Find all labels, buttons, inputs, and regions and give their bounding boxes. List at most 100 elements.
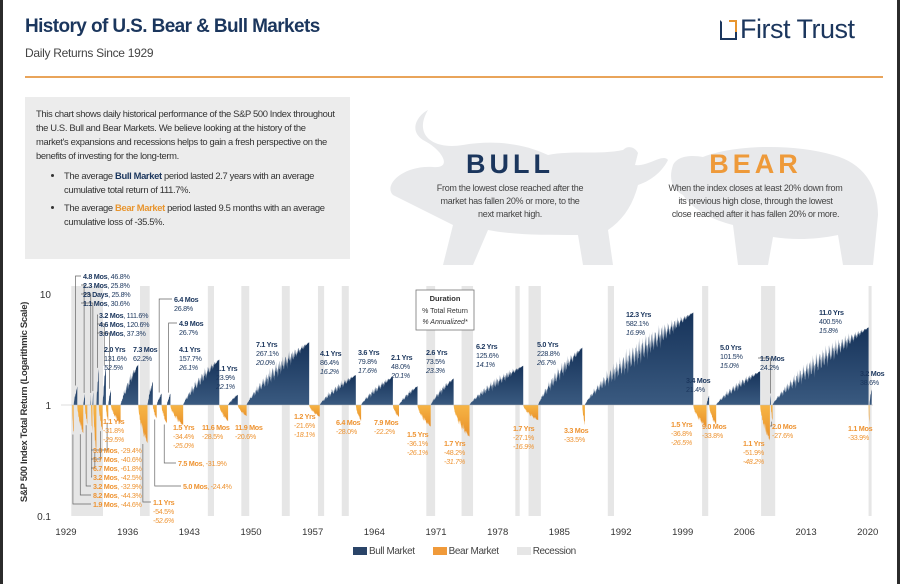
duration: 23 Days — [83, 290, 108, 299]
bull-market-area — [166, 393, 171, 405]
bull-label: 3.2 Mos, 111.6% — [97, 311, 149, 368]
duration: 5.0 Yrs — [720, 343, 742, 352]
total-return: 228.8% — [537, 349, 560, 358]
sep: , — [117, 482, 120, 491]
leader-line — [91, 431, 102, 460]
bear-definition-text: When the index closes at least 20% down … — [668, 183, 843, 219]
duration: 6.2 Yrs — [476, 342, 498, 351]
total-return: 131.6% — [104, 354, 127, 363]
recession-swatch — [516, 547, 531, 556]
sep: , — [108, 290, 111, 299]
bull-silhouette-icon — [390, 110, 668, 265]
sep: , — [107, 299, 110, 308]
bear-market-area — [138, 405, 148, 443]
bull-market-area — [361, 376, 393, 405]
bear-market-area — [523, 405, 539, 421]
x-tick-label: 1999 — [672, 527, 693, 538]
total-return: 21.4% — [686, 385, 706, 394]
bull-bear-silhouettes — [390, 110, 878, 265]
bear-label: 3.0 Mos, -29.4% — [91, 422, 143, 455]
total-return: 79.8% — [358, 357, 378, 366]
bull-market-area — [246, 342, 310, 405]
intro-box: This chart shows daily historical perfor… — [25, 97, 350, 259]
bull-market-area — [869, 389, 872, 405]
duration: 3.2 Mos — [860, 369, 885, 378]
duration: 7.3 Mos — [133, 345, 158, 354]
duration: 4.8 Mos — [83, 272, 108, 281]
label-line: 4.6 Mos, 120.6% — [99, 320, 150, 329]
bear-market-area — [110, 405, 121, 424]
bear-label: 6.7 Mos, -61.8% — [91, 452, 143, 473]
bear-market-area — [77, 405, 84, 434]
bull-market-area — [538, 347, 583, 405]
duration: 3.0 Mos — [93, 446, 118, 455]
y-tick-label: 10 — [40, 290, 52, 301]
duration: 1.5 Yrs — [407, 430, 429, 439]
duration: 5.7 Mos — [93, 455, 118, 464]
bull-market-area — [469, 365, 524, 405]
logo-text: First Trust — [740, 14, 855, 44]
bear-market-area — [582, 405, 585, 425]
bull-bear-chart: 10 1 0.1 1929 1936 1943 1950 1957 1964 1971 1978 19… — [19, 272, 885, 538]
total-return: 111.6% — [127, 311, 149, 320]
page-title: History of U.S. Bear & Bull Markets — [25, 16, 320, 37]
duration: 1.2 Yrs — [294, 412, 316, 421]
bear-market-area — [770, 405, 773, 421]
total-return: -36.8% — [671, 429, 693, 438]
total-return: 120.6% — [127, 320, 150, 329]
duration: 7.5 Mos — [178, 459, 203, 468]
duration: 1.7 Yrs — [444, 439, 466, 448]
bull-label: 4.8 Mos, 46.8% — [75, 272, 131, 386]
duration: 2.3 Mos — [83, 281, 108, 290]
duration: 3.6 Mos — [99, 329, 124, 338]
x-tick-label: 1957 — [302, 527, 323, 538]
sep: , — [207, 482, 210, 491]
total-return: -40.6% — [121, 455, 143, 464]
duration: 1.1 Yrs — [216, 364, 238, 373]
total-return: 101.5% — [720, 352, 743, 361]
duration: 1.1 Yrs — [743, 439, 765, 448]
duration: 4.6 Mos — [99, 320, 124, 329]
bear-label: 1.1 Yrs-51.9%-48.2% — [743, 439, 765, 466]
total-return: 25.8% — [111, 281, 131, 290]
total-return: 125.6% — [476, 351, 499, 360]
total-return: 23.9% — [216, 373, 236, 382]
bear-market-area — [355, 405, 362, 421]
bear-label: 3.3 Mos-33.5% — [564, 426, 589, 444]
sep: , — [117, 464, 120, 473]
bull-label: 1.1 Mos, 30.6% — [81, 299, 131, 392]
x-tick-label: 1943 — [179, 527, 200, 538]
sep: , — [117, 446, 120, 455]
total-return: -27.1% — [513, 433, 535, 442]
bull-heading: BULL — [466, 149, 554, 179]
annualized-return: -31.7% — [444, 457, 466, 466]
bear-label: 1.5 Yrs-36.1%-26.1% — [407, 430, 429, 457]
annualized-return: 15.0% — [720, 361, 740, 370]
total-return: 86.4% — [320, 358, 340, 367]
sep: , — [123, 320, 126, 329]
bull-swatch — [353, 547, 367, 556]
legend-recession: Recession — [516, 546, 576, 557]
total-return: 30.6% — [111, 299, 131, 308]
annualized-return: -16.9% — [513, 442, 535, 451]
annualized-return: 16.9% — [626, 328, 646, 337]
header-divider — [25, 76, 883, 78]
bear-highlight: Bear Market — [115, 202, 165, 213]
leader-line — [97, 314, 98, 368]
page-subtitle: Daily Returns Since 1929 — [25, 46, 154, 60]
leader-line — [72, 434, 91, 505]
bear-label: 6.4 Mos-28.0% — [336, 418, 361, 436]
bullet-text: period lasted 2.7 years with an average … — [64, 170, 314, 195]
total-return: 157.7% — [179, 354, 202, 363]
bear-market-area — [237, 405, 247, 417]
bear-label: 3.2 Mos, -32.9% — [85, 425, 143, 491]
leader-line — [163, 424, 176, 464]
total-return: -21.6% — [294, 421, 316, 430]
recession-band — [317, 286, 325, 516]
legend-label: Bear Market — [448, 546, 499, 557]
